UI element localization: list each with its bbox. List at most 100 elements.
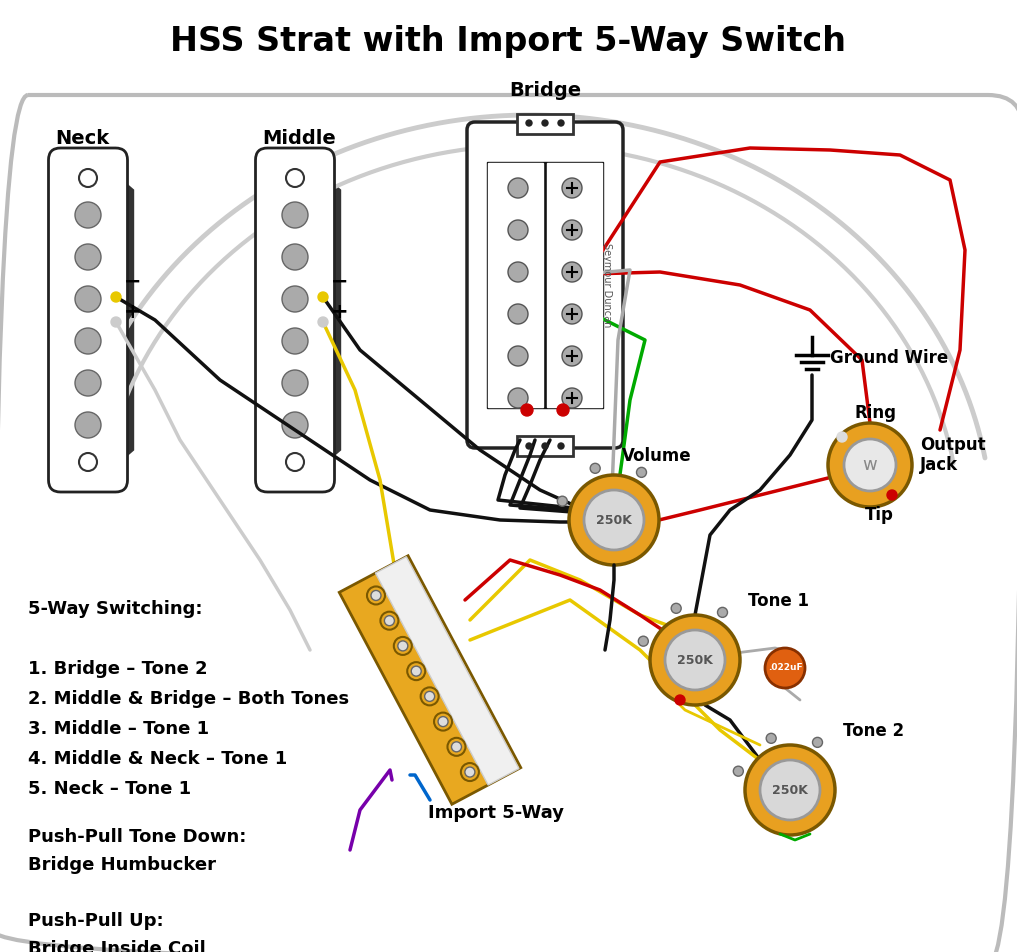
Circle shape [380,612,399,629]
Circle shape [557,404,569,416]
Circle shape [526,120,532,126]
Circle shape [650,615,740,705]
Text: Bridge: Bridge [508,81,581,100]
Circle shape [434,713,453,730]
Circle shape [282,202,308,228]
Text: 250K: 250K [677,653,713,666]
Circle shape [286,169,304,187]
Text: Tip: Tip [865,506,894,524]
Bar [517,436,573,456]
Text: +: + [331,302,349,322]
Circle shape [639,636,648,646]
Circle shape [562,388,582,408]
Circle shape [569,475,659,565]
Text: 2. Middle & Bridge – Both Tones: 2. Middle & Bridge – Both Tones [28,690,349,708]
Circle shape [844,439,896,491]
Circle shape [558,120,564,126]
Circle shape [584,490,644,550]
Text: Middle: Middle [262,129,337,148]
Text: .022uF: .022uF [768,664,802,672]
Circle shape [665,630,725,690]
Polygon shape [111,170,133,470]
Circle shape [425,691,434,702]
Circle shape [766,733,776,744]
Circle shape [508,262,528,282]
Text: 250K: 250K [596,513,632,526]
Circle shape [371,590,381,601]
Circle shape [438,717,448,726]
Circle shape [526,443,532,449]
Circle shape [282,286,308,312]
Circle shape [318,317,328,327]
Text: −: − [124,272,141,292]
Circle shape [75,286,101,312]
Text: Bridge Humbucker: Bridge Humbucker [28,856,216,874]
Text: Bridge Inside Coil: Bridge Inside Coil [28,940,205,952]
Circle shape [562,346,582,366]
Bar [547,163,602,407]
Circle shape [813,738,823,747]
Text: 4. Middle & Neck – Tone 1: 4. Middle & Neck – Tone 1 [28,750,287,768]
Circle shape [718,607,727,617]
Circle shape [562,220,582,240]
Circle shape [508,304,528,324]
Text: w: w [862,456,878,474]
Circle shape [398,641,408,651]
Polygon shape [317,170,341,470]
Text: Ground Wire: Ground Wire [830,349,948,367]
Circle shape [557,496,567,506]
Polygon shape [340,556,521,804]
Circle shape [75,244,101,270]
Text: 5. Neck – Tone 1: 5. Neck – Tone 1 [28,780,191,798]
Circle shape [542,443,548,449]
Circle shape [75,202,101,228]
Circle shape [765,648,805,688]
Circle shape [75,412,101,438]
Text: Push-Pull Tone Down:: Push-Pull Tone Down: [28,828,246,846]
Circle shape [79,453,97,471]
Text: Push-Pull Up:: Push-Pull Up: [28,912,164,930]
Polygon shape [375,557,519,785]
Circle shape [367,586,385,605]
Circle shape [421,687,438,705]
Circle shape [558,443,564,449]
Circle shape [760,760,820,820]
Circle shape [286,453,304,471]
Circle shape [75,370,101,396]
Circle shape [282,412,308,438]
Text: 5-Way Switching:: 5-Way Switching: [28,600,202,618]
Circle shape [887,490,897,500]
Circle shape [282,370,308,396]
Circle shape [282,328,308,354]
Circle shape [461,764,479,781]
Circle shape [745,745,835,835]
Circle shape [590,464,600,473]
Text: Ring: Ring [855,404,897,422]
Circle shape [837,432,847,442]
Circle shape [465,767,475,777]
Text: Seymour Duncan: Seymour Duncan [602,243,612,327]
Circle shape [542,120,548,126]
Circle shape [282,244,308,270]
Circle shape [508,388,528,408]
Circle shape [508,178,528,198]
Bar [488,163,543,407]
Circle shape [394,637,412,655]
Text: 250K: 250K [772,783,807,797]
Circle shape [671,604,681,613]
Circle shape [521,404,533,416]
Circle shape [447,738,466,756]
Circle shape [828,423,912,507]
Bar [517,114,573,134]
Text: Output
Jack: Output Jack [920,436,985,474]
Circle shape [411,666,421,676]
Circle shape [733,766,743,776]
Text: 1. Bridge – Tone 2: 1. Bridge – Tone 2 [28,660,207,678]
Circle shape [562,262,582,282]
Circle shape [318,292,328,302]
Circle shape [111,292,121,302]
Bar [487,162,603,408]
Text: 3. Middle – Tone 1: 3. Middle – Tone 1 [28,720,210,738]
Text: Tone 1: Tone 1 [747,592,809,610]
Text: Tone 2: Tone 2 [843,722,904,740]
